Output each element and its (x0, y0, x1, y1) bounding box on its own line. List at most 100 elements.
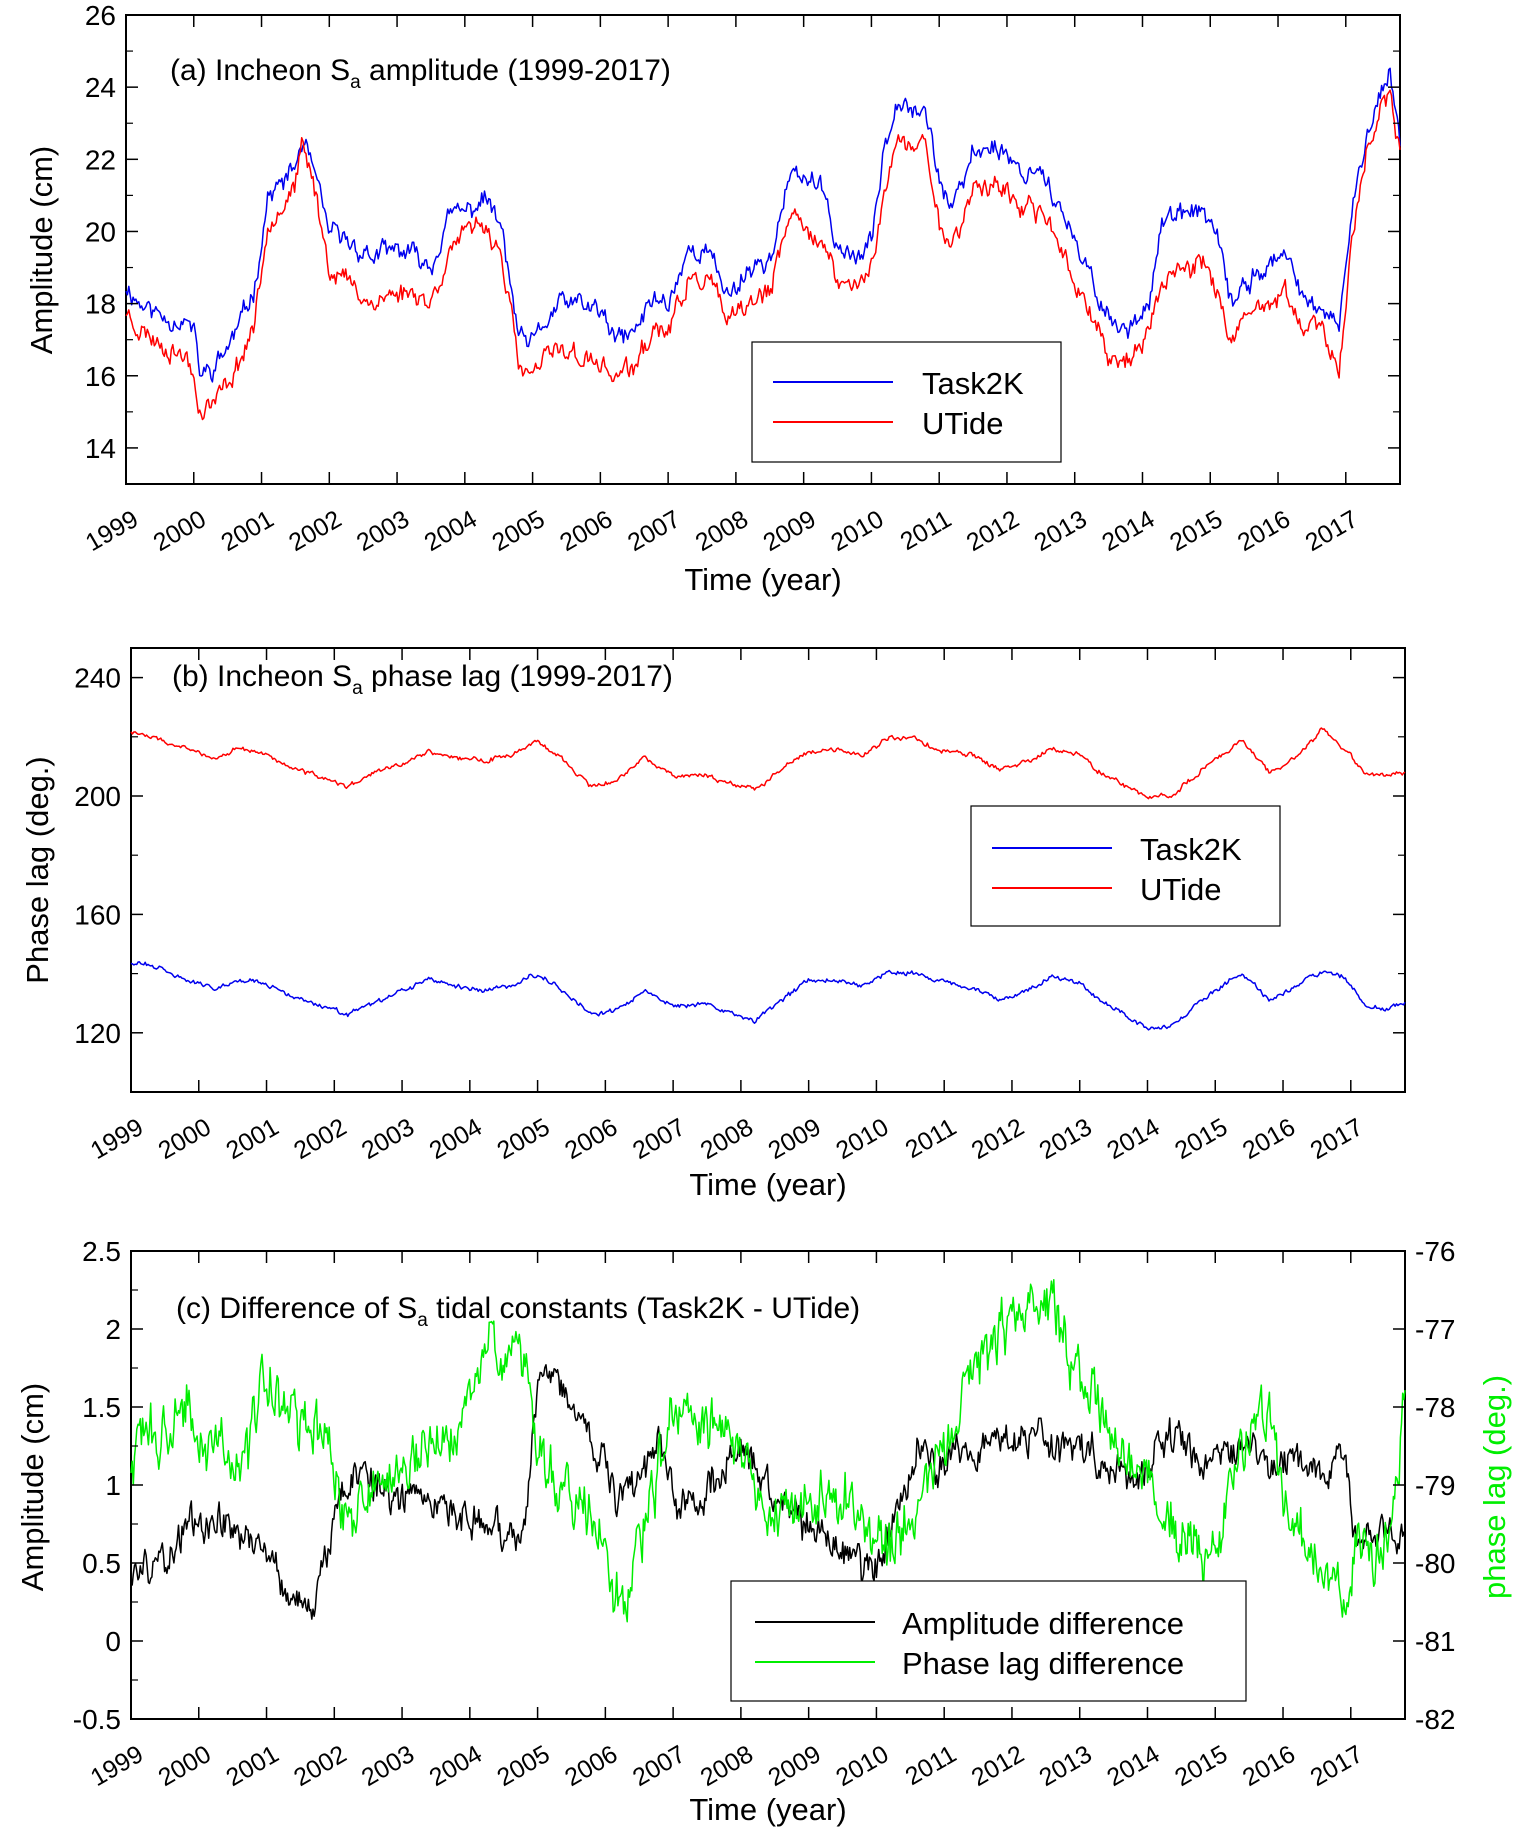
panel-c-legend: Amplitude difference Phase lag differenc… (730, 1580, 1247, 1702)
panel-c-x-tick-label: 2010 (831, 1740, 893, 1792)
panel-a-title-subscript: a (350, 72, 361, 93)
panel-a-x-tick-label: 2000 (149, 505, 211, 557)
panel-c-series-line-1 (130, 1278, 1406, 1623)
panel-b-legend-label-task2k: Task2K (1140, 832, 1242, 867)
panel-c-series-group (130, 1278, 1406, 1623)
panel-a-y-axis-label: Amplitude (cm) (24, 146, 59, 354)
panel-c-x-tick-label: 2000 (154, 1740, 216, 1792)
panel-b-legend-label-utide: UTide (1140, 872, 1222, 907)
panel-c-x-tick-label: 2017 (1306, 1740, 1368, 1792)
panel-a-series-line-1 (125, 89, 1401, 421)
panel-c-x-tick-label: 2016 (1238, 1740, 1300, 1792)
panel-c-y-tick-label: -0.5 (73, 1704, 121, 1735)
panel-a-x-tick-label: 2017 (1301, 505, 1363, 557)
panel-b-x-tick-label: 2014 (1102, 1113, 1164, 1165)
panel-b-x-tick-label: 2011 (901, 1113, 962, 1164)
panel-b-x-tick-label: 2012 (967, 1113, 1029, 1165)
panel-b-x-tick-label: 2013 (1035, 1113, 1097, 1165)
panel-b-x-tick-label: 2009 (763, 1113, 825, 1165)
panel-a-legend-label-task2k: Task2K (922, 366, 1024, 401)
panel-b-y-tick-label: 200 (74, 781, 121, 812)
panel-b-y-ticks: 120 160 200 240 (74, 663, 1405, 1049)
panel-a-x-tick-label: 2008 (691, 505, 753, 557)
panel-b-y-tick-label: 240 (74, 663, 121, 694)
panel-a-x-tick-label: 2011 (896, 505, 957, 556)
panel-b-x-tick-label: 2015 (1170, 1113, 1232, 1165)
panel-c-x-tick-label: 2014 (1102, 1740, 1164, 1792)
panel-c-legend-box (730, 1580, 1247, 1702)
panel-a-y-tick-label: 26 (85, 0, 116, 31)
panel-b-x-tick-label: 2001 (221, 1113, 283, 1165)
panel-b-title: (b) Incheon Sa phase lag (1999-2017) (172, 660, 673, 699)
panel-c-y-tick-label: 1.5 (82, 1392, 121, 1423)
panel-c-x-tick-label: 2002 (289, 1740, 351, 1792)
panel-c-series-line-0 (130, 1364, 1406, 1620)
panel-a-y-tick-label: 14 (85, 433, 116, 464)
panel-c-x-tick-label: 2005 (492, 1740, 554, 1792)
panel-c-x-tick-label: 2003 (357, 1740, 419, 1792)
panel-b-series-group (130, 727, 1406, 1031)
panel-c-y2-tick-label: -77 (1415, 1314, 1455, 1345)
panel-a-x-tick-label: 2001 (216, 505, 278, 557)
panel-b-y-tick-label: 120 (74, 1018, 121, 1049)
panel-c-title-prefix: (c) Difference of S (176, 1292, 417, 1325)
panel-c-x-tick-label: 2011 (901, 1740, 962, 1791)
panel-b-series-line-1 (130, 727, 1406, 800)
panel-a-y-tick-label: 24 (85, 72, 116, 103)
panel-c-y-ticks-left: -0.5 0 0.5 1 1.5 2 2.5 (73, 1236, 143, 1735)
panel-c-x-tick-label: 2008 (696, 1740, 758, 1792)
panel-c-y2-tick-label: -78 (1415, 1392, 1455, 1423)
panel-b-x-tick-label: 2002 (289, 1113, 351, 1165)
panel-a-y-tick-label: 18 (85, 289, 116, 320)
panel-a-title-suffix: amplitude (1999-2017) (361, 54, 671, 87)
panel-b-legend: Task2K UTide (970, 805, 1281, 927)
panel-c-legend-label-amplitude: Amplitude difference (902, 1606, 1184, 1641)
panel-b-x-tick-label: 2004 (425, 1113, 487, 1165)
panel-b-x-tick-label: 2003 (357, 1113, 419, 1165)
panel-c-y2-tick-label: -80 (1415, 1548, 1455, 1579)
panel-c-y-tick-label: 0 (105, 1626, 121, 1657)
panel-b-title-suffix: phase lag (1999-2017) (363, 660, 673, 693)
panel-c-y-tick-label: 2 (105, 1314, 121, 1345)
panel-a-x-tick-label: 2009 (758, 505, 820, 557)
panel-a-x-tick-label: 2010 (826, 505, 888, 557)
panel-a-x-tick-label: 1999 (81, 505, 143, 557)
panel-a-title-prefix: (a) Incheon S (170, 54, 350, 87)
panel-c-y-tick-label: 0.5 (82, 1548, 121, 1579)
panel-c-x-tick-label: 2013 (1035, 1740, 1097, 1792)
panel-b-x-tick-label: 2005 (492, 1113, 554, 1165)
panel-a-x-tick-label: 2003 (352, 505, 414, 557)
panel-a-y-tick-label: 22 (85, 144, 116, 175)
panel-a-title: (a) Incheon Sa amplitude (1999-2017) (170, 54, 671, 93)
panel-c-y2-tick-label: -76 (1415, 1236, 1455, 1267)
panel-a-x-axis-label: Time (year) (684, 562, 841, 597)
panel-b-x-tick-label: 2010 (831, 1113, 893, 1165)
panel-c-x-axis-label: Time (year) (689, 1792, 846, 1827)
panel-a-x-tick-label: 2016 (1233, 505, 1295, 557)
panel-b-x-tick-label: 2008 (696, 1113, 758, 1165)
panel-c-x-tick-label: 2001 (221, 1740, 283, 1792)
panel-c-title-subscript: a (417, 1310, 428, 1331)
panel-b-x-tick-label: 2017 (1306, 1113, 1368, 1165)
panel-a-x-tick-label: 2002 (284, 505, 346, 557)
panel-a-x-tick-label: 2007 (623, 505, 685, 557)
panel-c-x-tick-label: 2015 (1170, 1740, 1232, 1792)
panel-c-title-suffix: tidal constants (Task2K - UTide) (428, 1292, 860, 1325)
panel-c-y-axis-label: Amplitude (cm) (15, 1383, 50, 1591)
panel-b-x-tick-label: 2006 (560, 1113, 622, 1165)
panel-c-x-tick-label: 1999 (86, 1740, 148, 1792)
panel-a-y-tick-label: 16 (85, 361, 116, 392)
panel-a-legend-label-utide: UTide (922, 406, 1004, 441)
panel-b-x-tick-label: 1999 (86, 1113, 148, 1165)
panel-a-x-tick-label: 2005 (487, 505, 549, 557)
panel-a-x-tick-label: 2013 (1030, 505, 1092, 557)
panel-a-y-tick-label: 20 (85, 216, 116, 247)
panel-a-x-tick-label: 2012 (962, 505, 1024, 557)
panel-a-legend-box (751, 341, 1062, 463)
panel-a-series-line-0 (125, 67, 1401, 383)
panel-b-x-tick-label: 2007 (628, 1113, 690, 1165)
panel-b-title-prefix: (b) Incheon S (172, 660, 352, 693)
